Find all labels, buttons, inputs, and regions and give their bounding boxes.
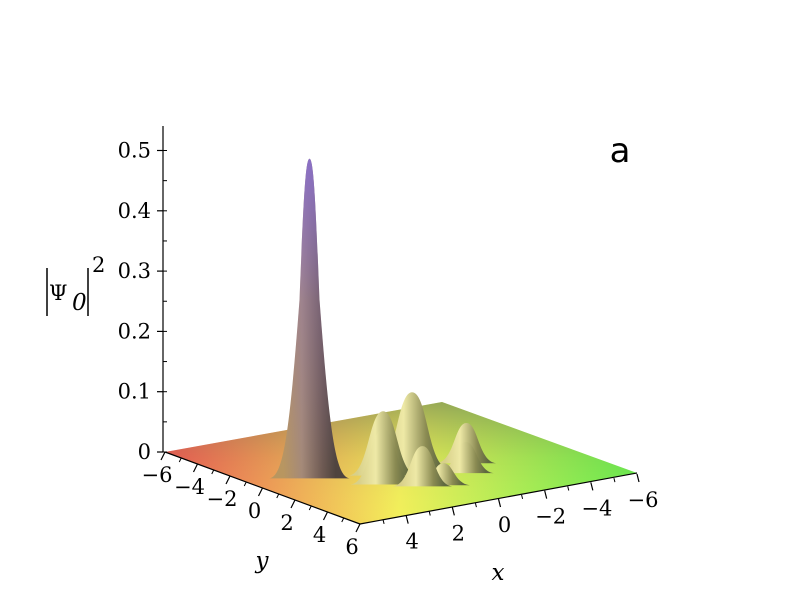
- x-axis-line: [359, 472, 638, 525]
- y-axis-tick: [160, 451, 166, 461]
- surface-peak: [392, 446, 453, 487]
- x-tick-label: 2: [452, 521, 465, 545]
- x-axis-tick: [497, 498, 502, 508]
- x-tick-label: 4: [405, 530, 418, 554]
- z-label-subscript: 0: [72, 290, 87, 316]
- x-axis-label: x: [492, 560, 505, 586]
- z-tick-label: 0.1: [118, 380, 151, 404]
- y-axis-minor-tick: [178, 457, 182, 463]
- x-axis-minor-tick: [474, 503, 477, 508]
- x-axis-tick: [590, 482, 594, 491]
- x-axis-tick: [451, 507, 455, 516]
- z-tick-label: 0.4: [118, 199, 151, 223]
- surface-peak: [437, 442, 494, 474]
- y-axis-tick: [290, 499, 296, 509]
- surface-peak-tint: [269, 158, 350, 479]
- z-label-base: Ψ: [49, 281, 67, 305]
- y-axis-minor-tick: [243, 481, 247, 487]
- y-axis-minor-tick: [276, 493, 280, 499]
- x-tick-label: −2: [535, 505, 566, 529]
- z-axis-label: Ψ 02: [46, 253, 105, 316]
- x-axis-minor-tick: [428, 511, 431, 516]
- y-tick-label: −4: [174, 475, 205, 499]
- surface-peak: [350, 429, 416, 485]
- x-tick-label: −4: [581, 496, 612, 520]
- z-label-superscript: 2: [92, 253, 105, 277]
- y-axis-minor-tick: [308, 505, 312, 511]
- y-axis-minor-tick: [341, 517, 345, 523]
- y-axis-tick: [192, 463, 199, 473]
- x-axis-minor-tick: [521, 494, 524, 499]
- y-axis-tick: [355, 523, 361, 533]
- axes: [157, 126, 640, 533]
- x-axis-tick: [544, 490, 548, 499]
- z-tick-label: 0.2: [118, 319, 151, 343]
- x-tick-label: 0: [498, 513, 511, 537]
- y-axis-tick: [322, 511, 329, 521]
- y-axis-tick: [257, 487, 264, 497]
- y-tick-label: 4: [313, 523, 326, 547]
- y-axis-label: y: [255, 548, 270, 574]
- z-tick-label: 0.3: [118, 259, 151, 283]
- y-tick-label: 2: [280, 511, 293, 535]
- x-axis-minor-tick: [567, 486, 570, 491]
- y-tick-label: −2: [207, 487, 238, 511]
- x-axis-minor-tick: [613, 478, 616, 483]
- x-axis-tick: [636, 473, 640, 483]
- y-tick-label: −6: [142, 463, 173, 487]
- z-tick-label: 0.5: [118, 139, 151, 163]
- panel-label: a: [610, 131, 631, 171]
- x-tick-label: −6: [628, 488, 659, 512]
- x-axis-minor-tick: [382, 519, 385, 524]
- y-axis-minor-tick: [211, 469, 215, 475]
- y-tick-label: 6: [345, 535, 358, 559]
- y-axis-tick: [225, 475, 231, 485]
- y-tick-label: 0: [248, 499, 261, 523]
- x-axis-tick: [405, 515, 409, 524]
- surface-peaks: [269, 158, 497, 487]
- z-tick-label: 0: [138, 440, 151, 464]
